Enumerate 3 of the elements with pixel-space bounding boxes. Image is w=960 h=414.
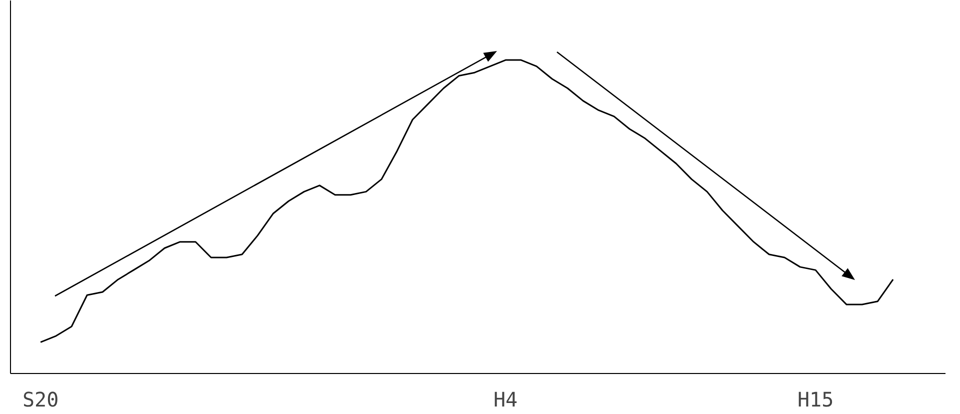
x-tick-label: S20 <box>22 388 59 412</box>
x-tick-label: H15 <box>798 388 834 412</box>
x-tick-label: H4 <box>494 388 518 412</box>
